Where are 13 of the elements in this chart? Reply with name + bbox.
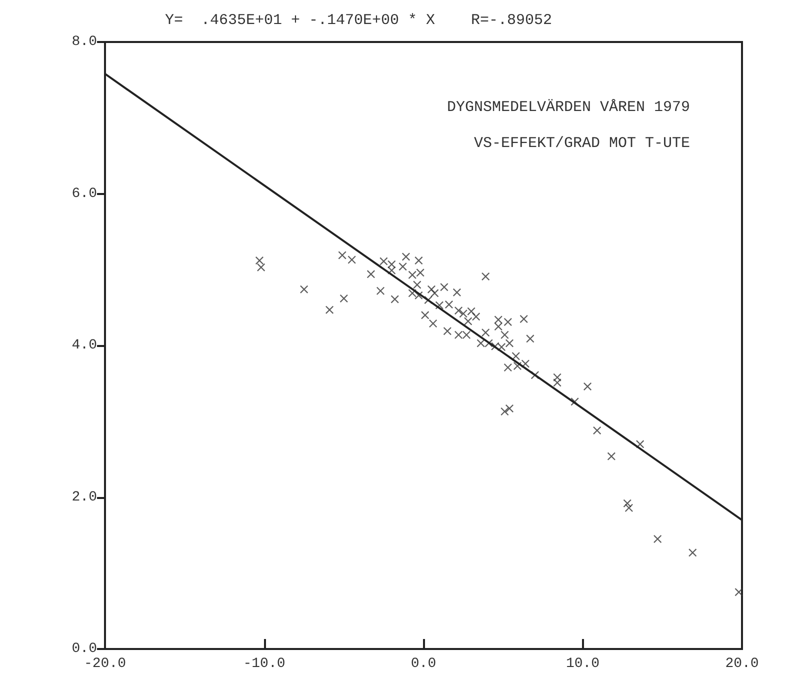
y-tick-label: 6.0 xyxy=(72,186,97,202)
x-tick-label: -20.0 xyxy=(84,656,126,672)
y-tick-label: 2.0 xyxy=(72,489,97,506)
y-tick-label: 4.0 xyxy=(72,338,97,354)
x-tick-label: 10.0 xyxy=(566,656,600,672)
y-tick-label: 8.0 xyxy=(72,34,97,50)
x-tick-label: 0.0 xyxy=(410,656,436,672)
x-tick-label: 20.0 xyxy=(725,656,759,672)
y-tick-label: 0.0 xyxy=(72,641,97,657)
annotation: DYGNSMEDELVÄRDEN VÅREN 1979 xyxy=(446,99,690,116)
x-tick-label: -10.0 xyxy=(243,656,286,672)
annotation: VS-EFFEKT/GRAD MOT T-UTE xyxy=(474,135,690,152)
chart-title: Y= .4635E+01 + -.1470E+00 * X R=-.89052 xyxy=(165,12,552,29)
